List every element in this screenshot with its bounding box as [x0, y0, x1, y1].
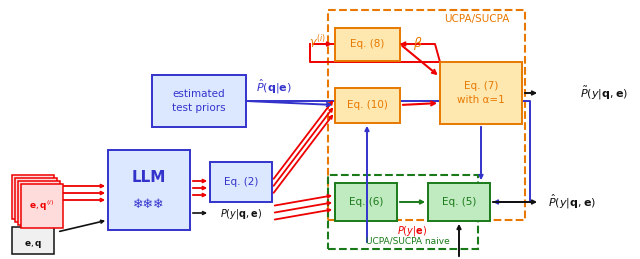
Text: $P(y|\mathbf{e})$: $P(y|\mathbf{e})$ [397, 224, 427, 238]
Text: UCPA/SUCPA naive: UCPA/SUCPA naive [366, 236, 450, 246]
Bar [328, 175, 478, 249]
Text: Eq. (7)
with α=1: Eq. (7) with α=1 [457, 81, 505, 105]
Bar [440, 62, 522, 124]
Text: Eq. (10): Eq. (10) [347, 100, 387, 110]
Text: $\mathbf{e}, \mathbf{q}$: $\mathbf{e}, \mathbf{q}$ [24, 240, 42, 250]
Text: $\hat{P}(\mathbf{q}|\mathbf{e})$: $\hat{P}(\mathbf{q}|\mathbf{e})$ [256, 78, 292, 96]
Bar [210, 162, 272, 202]
Text: ❄❄❄: ❄❄❄ [133, 198, 164, 211]
Bar [152, 75, 246, 127]
Bar [335, 28, 400, 61]
Text: $\hat{P}(y|\mathbf{q}, \mathbf{e})$: $\hat{P}(y|\mathbf{q}, \mathbf{e})$ [548, 193, 596, 211]
Text: estimated
test priors: estimated test priors [172, 89, 226, 113]
FancyBboxPatch shape [12, 227, 54, 254]
Text: Eq. (2): Eq. (2) [224, 177, 258, 187]
Text: $\mathbf{e},\mathbf{q}^{(i)}$: $\mathbf{e},\mathbf{q}^{(i)}$ [29, 199, 55, 213]
FancyBboxPatch shape [18, 181, 60, 225]
Bar [335, 88, 400, 123]
Bar [328, 10, 525, 220]
Text: Eq. (6): Eq. (6) [349, 197, 383, 207]
Bar [335, 183, 397, 221]
Text: Eq. (5): Eq. (5) [442, 197, 476, 207]
Text: $P(y|\mathbf{q},\mathbf{e})$: $P(y|\mathbf{q},\mathbf{e})$ [220, 207, 262, 221]
Bar [108, 150, 190, 230]
FancyBboxPatch shape [21, 184, 63, 228]
Bar [428, 183, 490, 221]
Text: $\beta$: $\beta$ [413, 35, 423, 53]
Text: LLM: LLM [132, 170, 166, 185]
FancyBboxPatch shape [12, 175, 54, 219]
Text: UCPA/SUCPA: UCPA/SUCPA [444, 14, 509, 24]
Text: Eq. (8): Eq. (8) [350, 39, 384, 49]
Text: $\tilde{P}(y|\mathbf{q}, \mathbf{e})$: $\tilde{P}(y|\mathbf{q}, \mathbf{e})$ [580, 84, 628, 102]
Text: $\gamma^{(i)}$: $\gamma^{(i)}$ [308, 33, 325, 51]
FancyBboxPatch shape [15, 178, 57, 222]
